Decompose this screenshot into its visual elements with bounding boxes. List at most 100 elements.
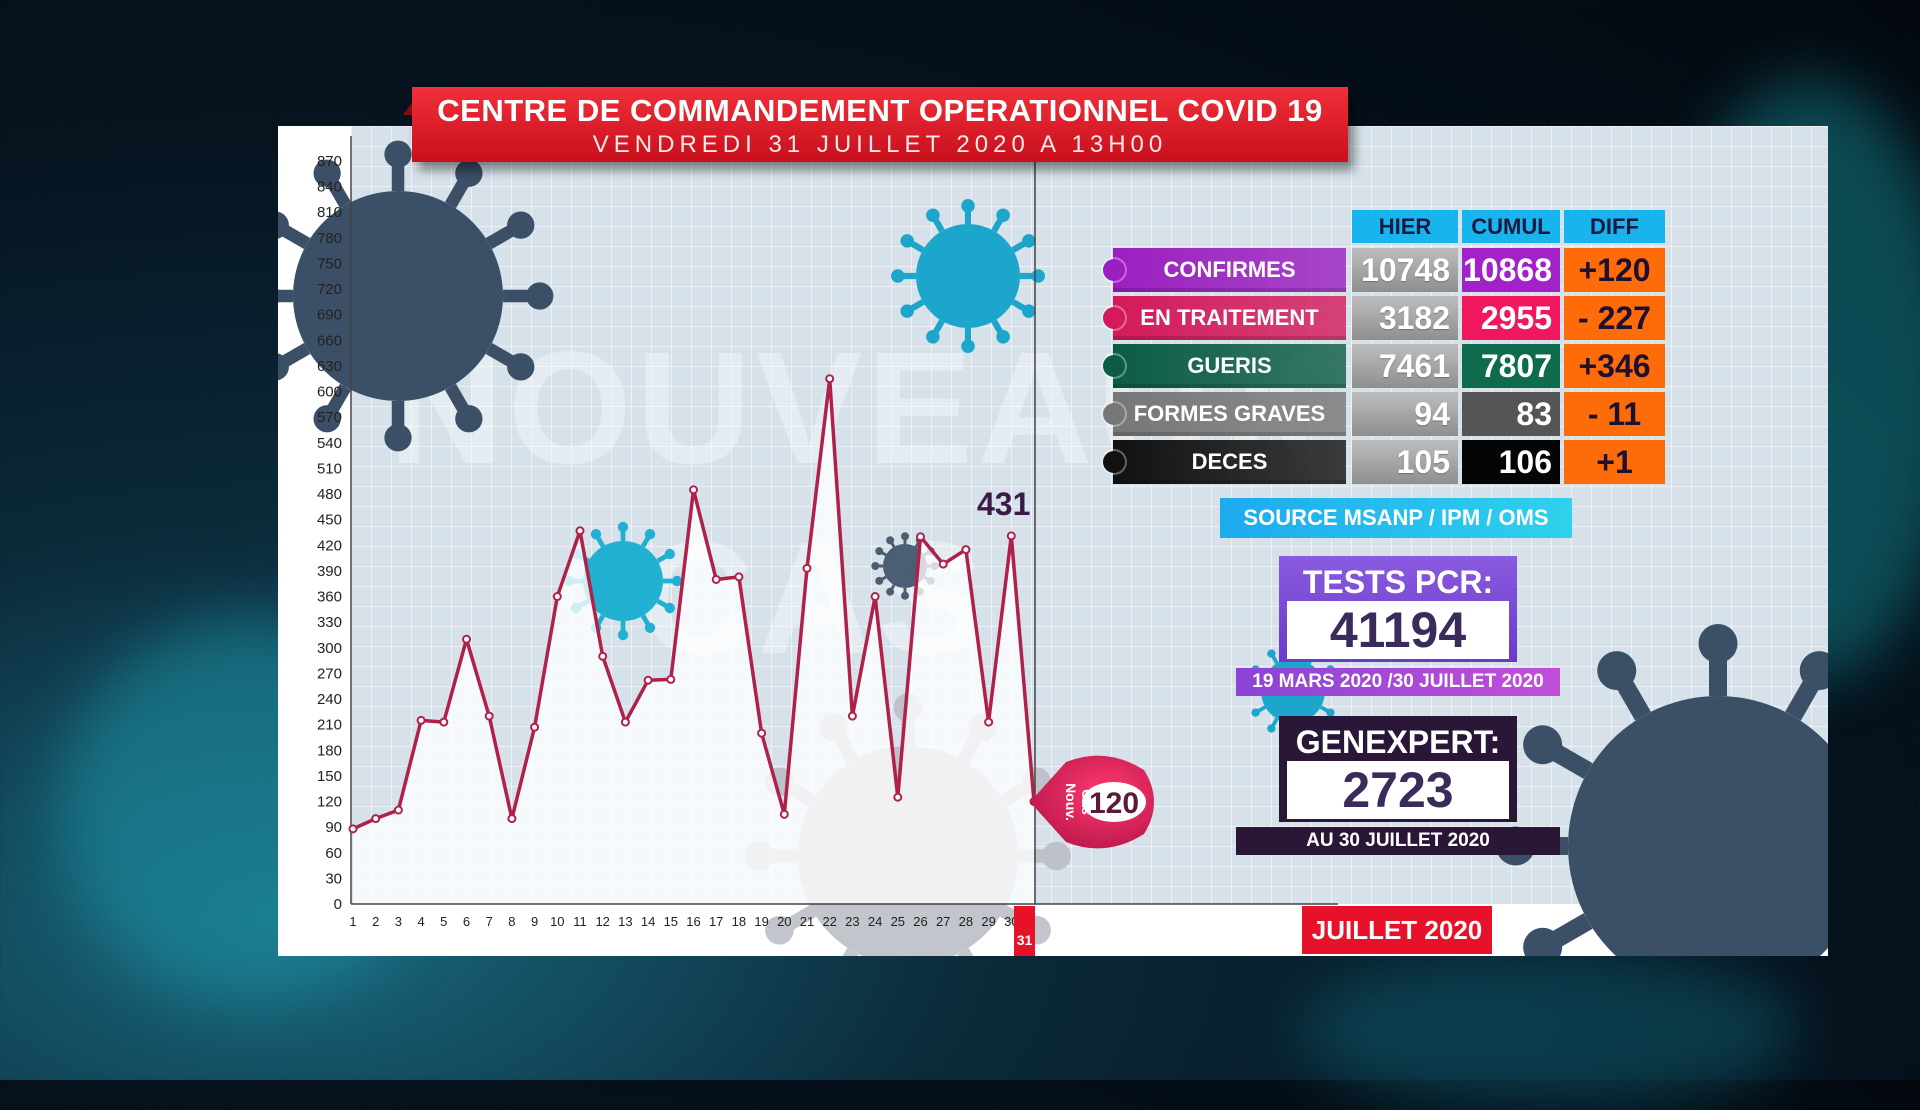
data-point xyxy=(779,809,789,819)
tests-pcr-period-box: 19 MARS 2020 /30 JUILLET 2020 xyxy=(1236,668,1560,696)
data-point xyxy=(984,717,994,727)
stats-hier-value: 7461 xyxy=(1352,344,1458,388)
virus-spike-tip xyxy=(1267,649,1276,658)
data-point xyxy=(825,374,835,384)
virus-spike-tip xyxy=(900,234,914,248)
data-point xyxy=(916,532,925,542)
virus-body xyxy=(916,224,1020,328)
data-point xyxy=(462,634,471,644)
y-tick-label: 870 xyxy=(317,153,342,170)
y-tick-label: 750 xyxy=(317,255,342,272)
data-point xyxy=(371,814,381,824)
x-tick-label: 27 xyxy=(936,914,950,929)
virus-spike-tip xyxy=(278,353,289,381)
virus-decoration xyxy=(891,199,1045,353)
x-tick-label: 12 xyxy=(595,914,609,929)
x-tick-label: 3 xyxy=(395,914,402,929)
virus-body xyxy=(583,541,663,621)
x-tick-label: 14 xyxy=(641,914,655,929)
y-tick-label: 690 xyxy=(317,307,342,324)
y-tick-label: 630 xyxy=(317,358,342,375)
y-tick-label: 60 xyxy=(325,845,342,862)
page-title: CENTRE DE COMMANDEMENT OPERATIONNEL COVI… xyxy=(437,93,1323,128)
stats-cumul-value: 7807 xyxy=(1462,344,1560,388)
data-point xyxy=(393,805,403,815)
data-point xyxy=(893,792,903,802)
y-tick-label: 510 xyxy=(317,460,342,477)
data-point xyxy=(938,559,948,569)
virus-spike-tip xyxy=(1022,234,1036,248)
data-point xyxy=(348,824,358,834)
virus-spike-tip xyxy=(901,591,909,600)
data-point xyxy=(847,711,857,721)
virus-spike xyxy=(957,947,974,956)
virus-body xyxy=(1568,696,1828,956)
y-tick-label: 660 xyxy=(317,332,342,349)
virus-spike-tip xyxy=(926,208,940,222)
stats-diff-value: +1 xyxy=(1564,440,1665,484)
stats-row-label: FORMES GRAVES xyxy=(1113,392,1346,436)
virus-spike-tip xyxy=(1042,841,1071,871)
virus-decoration xyxy=(278,140,554,452)
tests-pcr-label: TESTS PCR: xyxy=(1302,564,1494,600)
x-tick-label: 2 xyxy=(372,914,379,929)
stats-row-label: GUERIS xyxy=(1113,344,1346,388)
stats-row-label: EN TRAITEMENT xyxy=(1113,296,1346,340)
data-point xyxy=(598,651,608,661)
virus-spike-tip xyxy=(1597,651,1637,691)
stats-diff-value: - 227 xyxy=(1564,296,1665,340)
y-tick-label: 240 xyxy=(317,691,342,708)
y-tick-label: 120 xyxy=(317,794,342,811)
virus-spike-tip xyxy=(871,562,880,570)
stats-row-dot xyxy=(1103,307,1125,329)
stats-diff-value: +346 xyxy=(1564,344,1665,388)
x-tick-label: 1 xyxy=(349,914,356,929)
badge-value-bg xyxy=(1082,782,1146,822)
data-point xyxy=(870,592,880,602)
x-tick-label: 19 xyxy=(754,914,768,929)
genexpert-label: GENEXPERT: xyxy=(1295,724,1501,760)
virus-spike-tip xyxy=(1698,624,1738,663)
virus-spike-tip xyxy=(313,405,341,433)
y-tick-label: 720 xyxy=(317,281,342,298)
virus-spike-tip xyxy=(900,304,914,318)
y-tick-label: 480 xyxy=(317,486,342,503)
genexpert-value: 2723 xyxy=(1287,761,1509,819)
x-tick-label: 29 xyxy=(981,914,995,929)
genexpert-period: AU 30 JUILLET 2020 xyxy=(1236,827,1560,855)
y-tick-label: 330 xyxy=(317,614,342,631)
current-day-marker: 31 xyxy=(1014,906,1035,956)
tests-pcr-value: 41194 xyxy=(1287,601,1509,659)
tests-pcr-period: 19 MARS 2020 /30 JUILLET 2020 xyxy=(1236,668,1560,696)
virus-spike-tip xyxy=(617,629,629,641)
virus-spike-tip xyxy=(996,330,1010,344)
virus-spike-tip xyxy=(886,536,895,545)
virus-spike-tip xyxy=(455,405,483,433)
page-subtitle: VENDREDI 31 JUILLET 2020 A 13H00 xyxy=(592,131,1168,158)
y-tick-label: 90 xyxy=(325,819,342,836)
x-tick-label: 4 xyxy=(417,914,424,929)
stats-hier-value: 94 xyxy=(1352,392,1458,436)
y-tick-label: 570 xyxy=(317,409,342,426)
x-tick-label: 23 xyxy=(845,914,859,929)
y-tick-label: 420 xyxy=(317,537,342,554)
x-tick-label: 24 xyxy=(868,914,882,929)
virus-spike-tip xyxy=(617,521,629,533)
virus-spike-tip xyxy=(901,532,909,541)
x-tick-label: 28 xyxy=(959,914,973,929)
virus-spike xyxy=(842,947,859,956)
col-header-hier: HIER xyxy=(1352,210,1458,243)
series-area-fill xyxy=(353,378,1034,904)
data-point xyxy=(689,485,698,495)
stats-diff-value: - 11 xyxy=(1564,392,1665,436)
y-tick-label: 210 xyxy=(317,717,342,734)
stats-row-dot xyxy=(1103,355,1125,377)
data-point xyxy=(643,675,653,685)
x-tick-label: 20 xyxy=(777,914,791,929)
x-tick-label: 5 xyxy=(440,914,447,929)
x-tick-label: 13 xyxy=(618,914,632,929)
data-point xyxy=(620,717,630,727)
x-tick-label: 26 xyxy=(913,914,927,929)
col-header-cumul: CUMUL xyxy=(1462,210,1560,243)
virus-spike-tip xyxy=(891,269,905,283)
